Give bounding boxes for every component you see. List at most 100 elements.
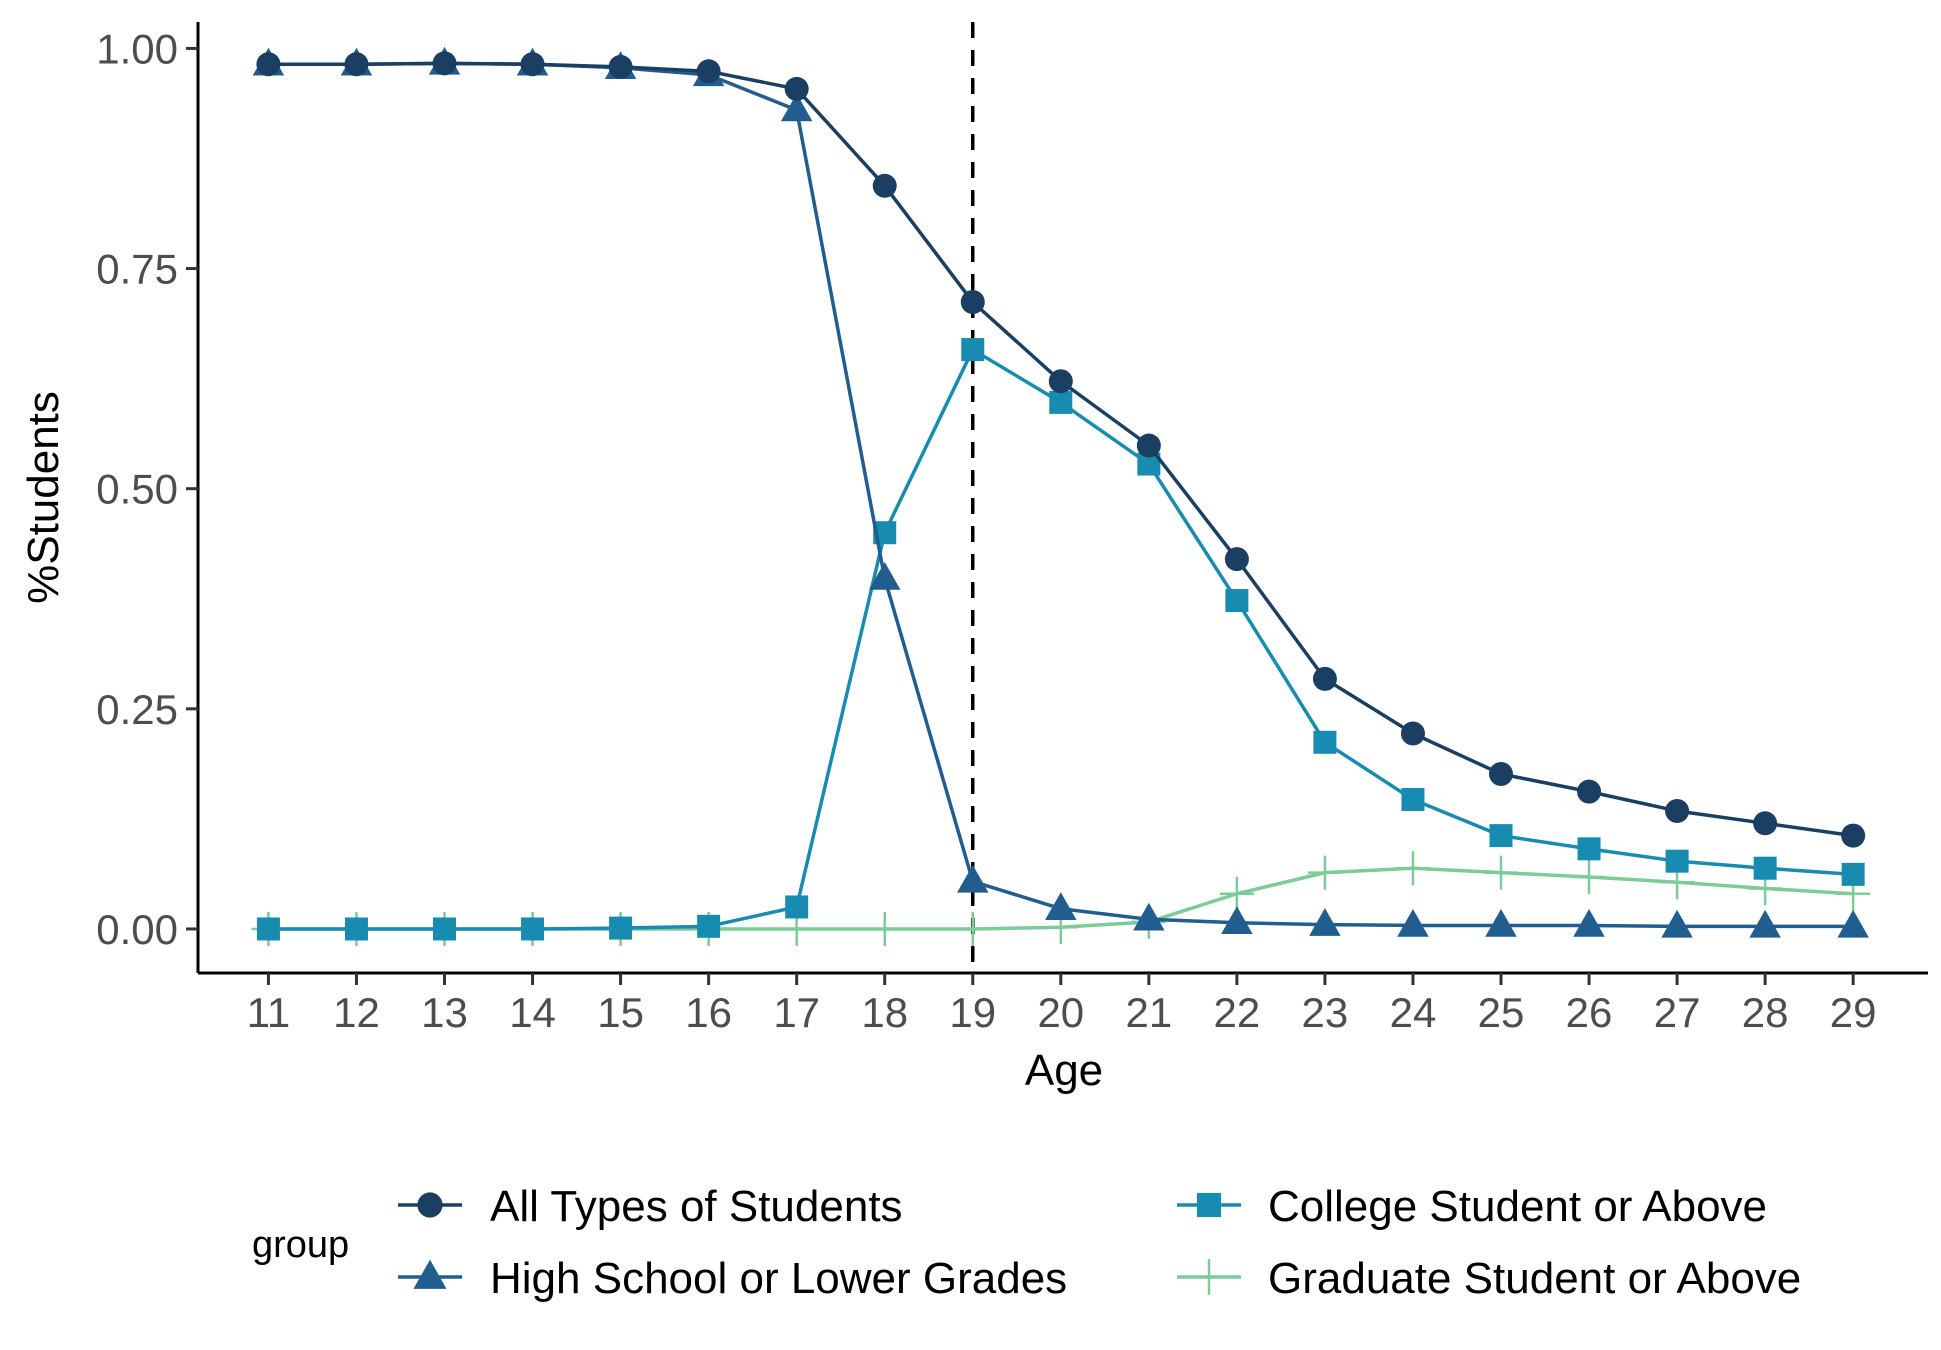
data-point-square [1753, 856, 1777, 880]
data-point-triangle [1749, 909, 1781, 938]
x-tick-label: 21 [1125, 989, 1172, 1036]
data-point-circle [1312, 666, 1337, 691]
data-point-circle [1048, 369, 1073, 394]
data-point-square [1665, 849, 1689, 873]
x-tick-label: 12 [333, 989, 380, 1036]
x-axis-ticks: 11 12 13 14 15 16 17 18 19 20 21 22 23 24 25 26 27 28 29 [247, 973, 1877, 1036]
data-point-circle [344, 52, 369, 77]
y-tick-label: 0.50 [96, 466, 178, 513]
legend-key-square [1177, 1192, 1241, 1218]
legend-title: group [252, 1224, 349, 1266]
legend-key-circle [398, 1192, 462, 1218]
data-point-square [521, 917, 545, 941]
data-point-square [1049, 390, 1073, 414]
data-point-triangle [1573, 908, 1605, 937]
data-point-triangle [1661, 909, 1693, 938]
series-college-student-or-above [256, 338, 1865, 941]
x-tick-label: 19 [949, 989, 996, 1036]
data-point-plus [1307, 855, 1342, 890]
data-point-circle [1224, 547, 1249, 572]
data-point-plus [1219, 876, 1254, 911]
y-axis-ticks: 0.00 0.25 0.50 0.75 1.00 [96, 25, 198, 953]
data-point-square [1577, 837, 1601, 861]
legend-label: High School or Lower Grades [490, 1254, 1067, 1303]
y-axis-title: %Students [19, 391, 68, 604]
data-point-triangle [868, 562, 901, 590]
data-point-square [1313, 730, 1337, 754]
data-point-circle [1136, 433, 1161, 458]
data-point-square [609, 916, 633, 940]
y-tick-label: 1.00 [96, 25, 178, 72]
data-point-circle [1577, 779, 1602, 804]
legend-label: All Types of Students [490, 1182, 903, 1231]
axes-layer [196, 22, 1928, 975]
data-point-circle [1400, 721, 1425, 746]
data-point-plus [867, 911, 902, 946]
legend-key-triangle [398, 1259, 462, 1289]
series-line [268, 347, 1854, 931]
x-tick-label: 29 [1830, 989, 1877, 1036]
x-tick-label: 27 [1654, 989, 1701, 1036]
y-tick-label: 0.00 [96, 906, 178, 953]
data-point-square [256, 917, 280, 941]
data-point-square [1841, 862, 1865, 886]
x-tick-label: 17 [773, 989, 820, 1036]
data-point-triangle [780, 93, 813, 122]
x-tick-label: 25 [1478, 989, 1525, 1036]
data-point-circle [1841, 823, 1866, 848]
data-point-plus [1395, 851, 1430, 886]
data-point-triangle [957, 864, 989, 893]
x-tick-label: 22 [1214, 989, 1261, 1036]
x-tick-label: 13 [421, 989, 468, 1036]
series-line [268, 61, 1854, 838]
x-tick-label: 14 [509, 989, 556, 1036]
x-tick-label: 26 [1566, 989, 1613, 1036]
x-tick-label: 11 [247, 989, 291, 1036]
x-tick-label: 28 [1742, 989, 1789, 1036]
data-point-square [961, 338, 985, 362]
data-point-square [697, 914, 721, 938]
data-point-triangle [1837, 909, 1869, 938]
series-high-school-or-lower-grades [252, 46, 1869, 938]
data-point-triangle [1221, 906, 1253, 935]
legend-key-marker [1191, 1259, 1227, 1295]
data-point-square [1137, 452, 1161, 476]
x-axis-title: Age [1025, 1046, 1103, 1095]
data-point-triangle [1133, 902, 1165, 931]
legend-key-marker [413, 1259, 447, 1289]
data-point-circle [432, 51, 457, 76]
series-layer [251, 46, 1871, 946]
y-tick-label: 0.25 [96, 686, 178, 733]
x-tick-label: 16 [685, 989, 732, 1036]
legend-key-plus [1177, 1259, 1241, 1295]
data-point-triangle [1397, 908, 1429, 937]
data-point-square [1225, 589, 1249, 613]
data-point-triangle [1309, 908, 1341, 936]
series-all-types-of-students [256, 51, 1866, 848]
data-point-circle [784, 76, 809, 101]
data-point-plus [1484, 855, 1519, 890]
data-point-circle [1665, 798, 1690, 823]
legend-label: Graduate Student or Above [1268, 1254, 1801, 1303]
legend: group All Types of Students High School o… [252, 1182, 1801, 1303]
legend-label: College Student or Above [1268, 1182, 1767, 1231]
x-tick-label: 15 [597, 989, 644, 1036]
data-point-circle [872, 173, 897, 198]
data-point-square [1401, 788, 1425, 812]
data-point-circle [1753, 811, 1778, 836]
data-point-square [344, 917, 368, 941]
data-point-circle [608, 54, 633, 79]
x-tick-label: 24 [1390, 989, 1437, 1036]
data-point-square [433, 917, 457, 941]
data-point-plus [955, 911, 990, 946]
data-point-circle [1489, 761, 1514, 786]
data-point-square [1489, 824, 1513, 848]
data-point-circle [520, 52, 545, 77]
data-point-square [785, 895, 809, 919]
data-point-triangle [1485, 908, 1517, 937]
x-tick-label: 20 [1037, 989, 1084, 1036]
data-point-circle [696, 59, 721, 84]
data-point-circle [960, 290, 985, 315]
